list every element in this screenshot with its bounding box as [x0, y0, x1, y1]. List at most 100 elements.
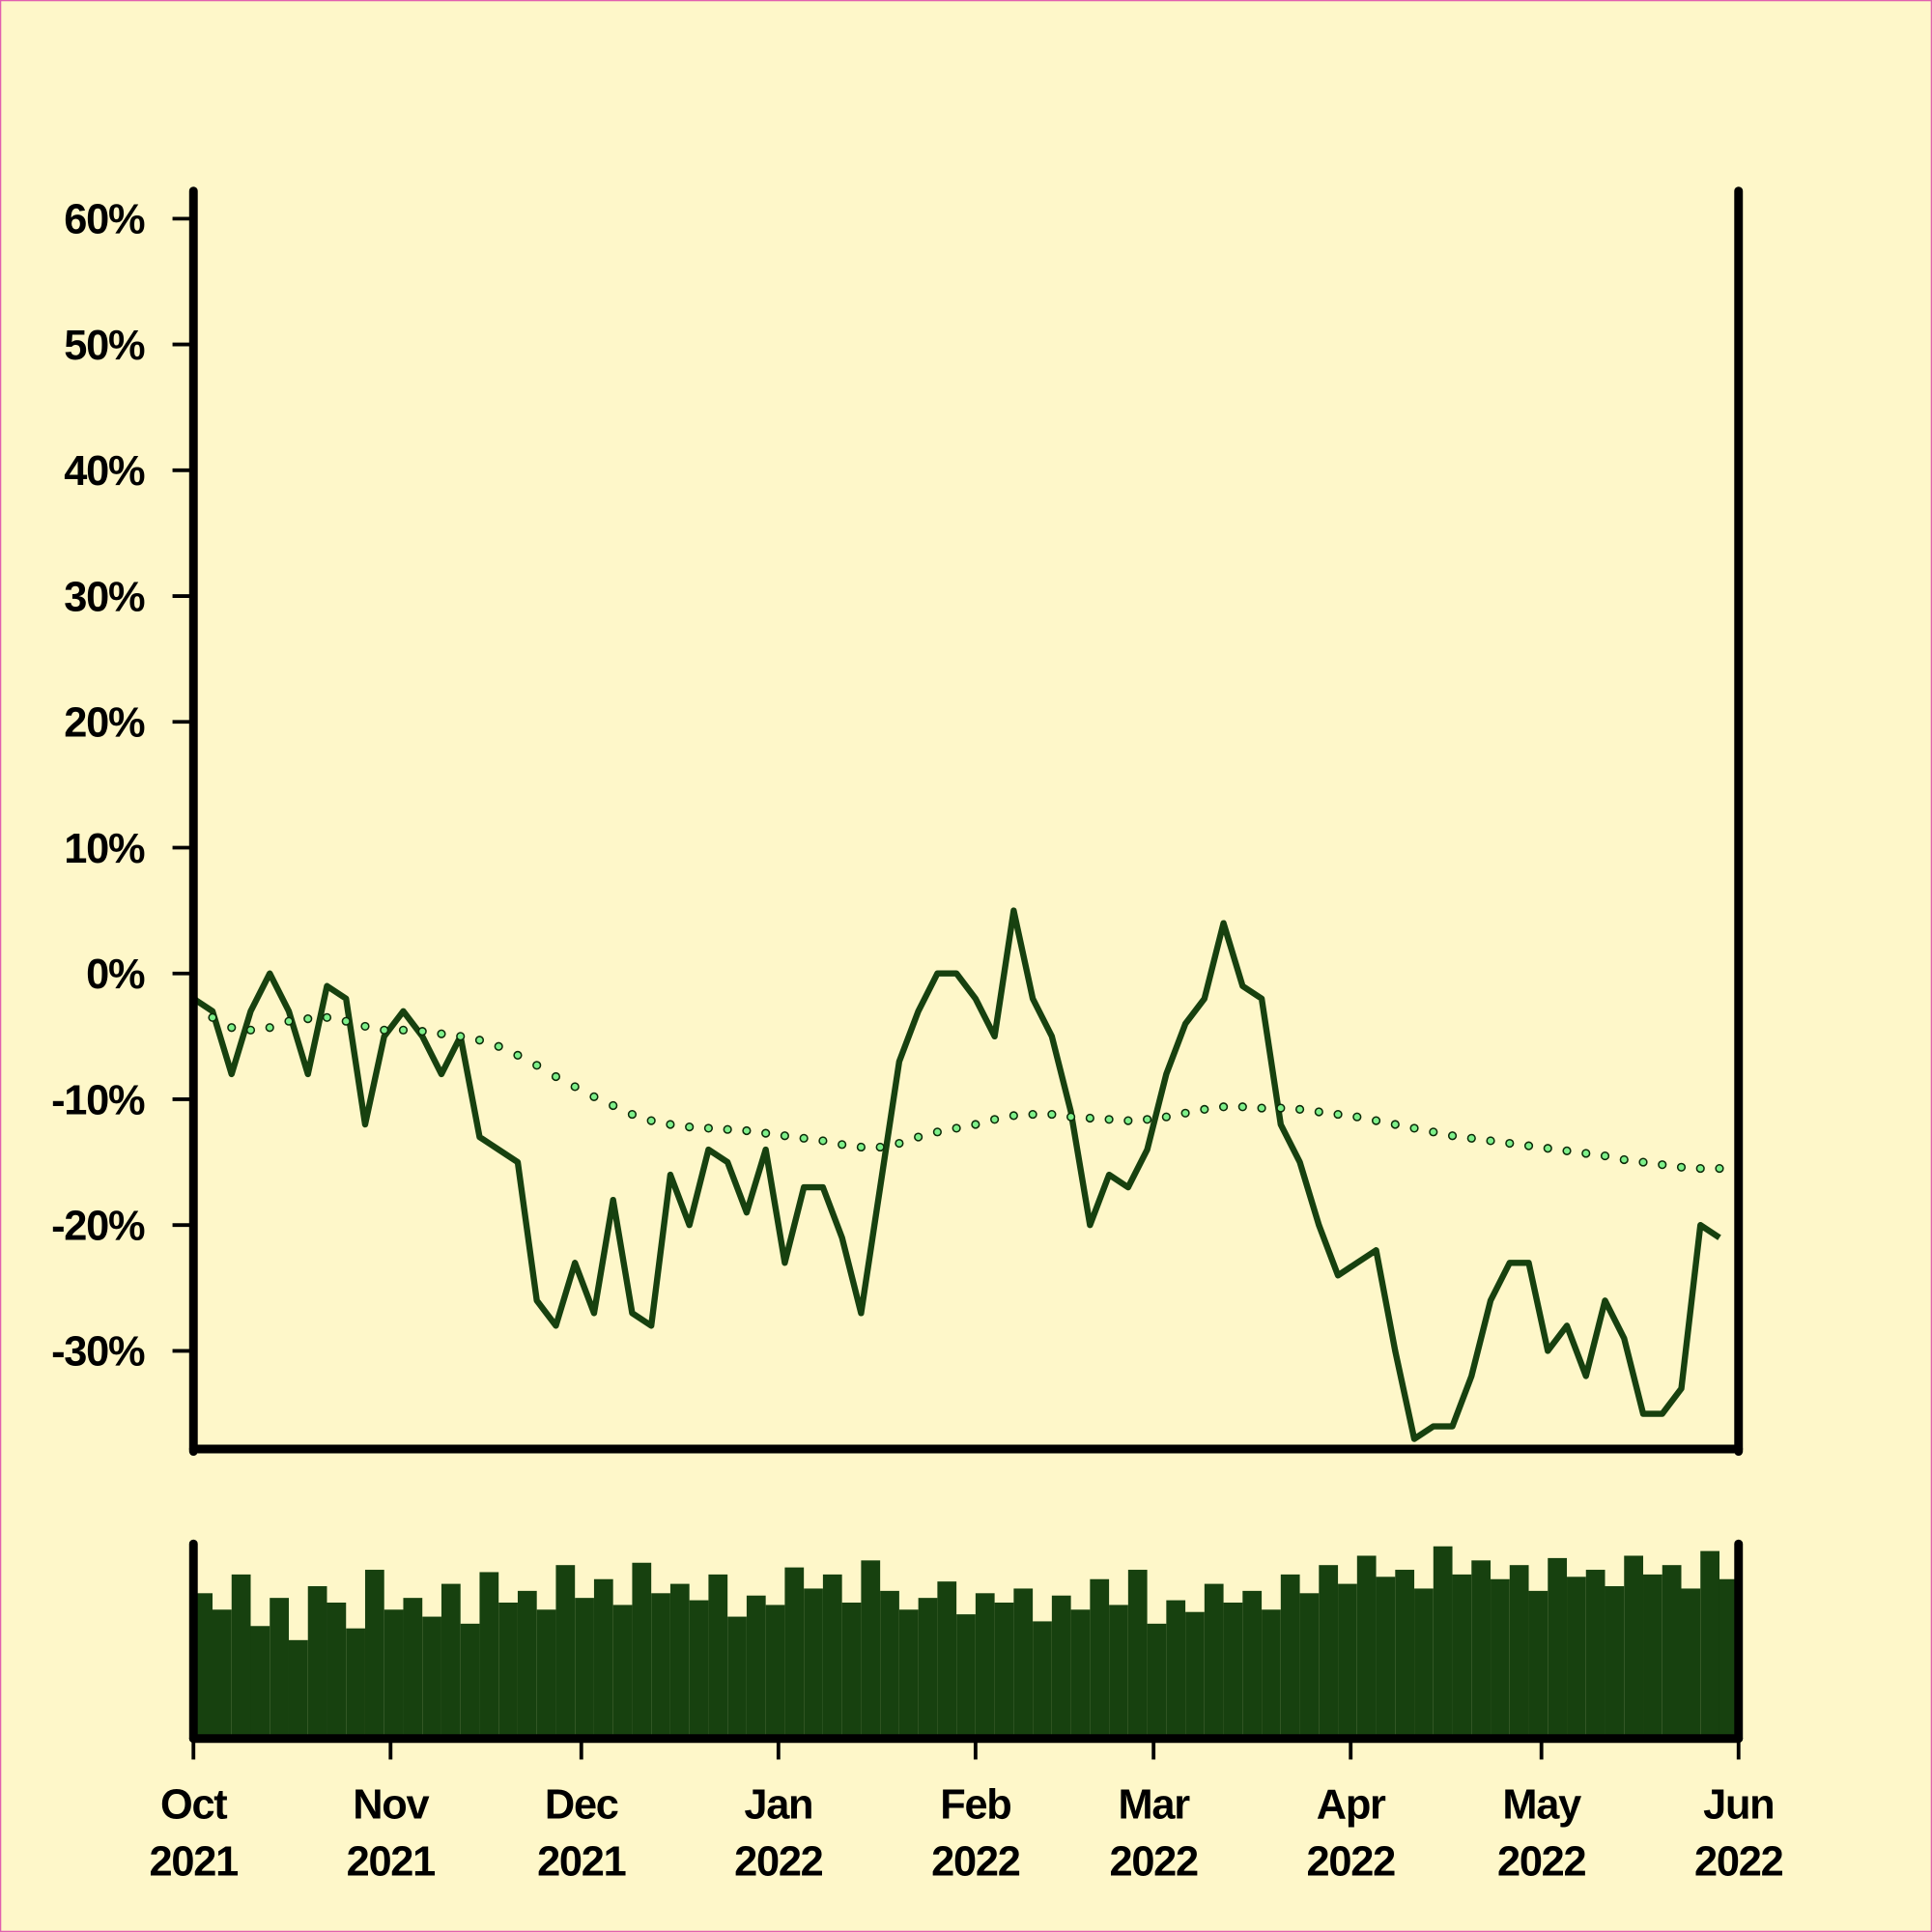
average-dot — [1237, 1102, 1247, 1112]
average-dot — [1658, 1160, 1667, 1170]
y-tick-label: 30% — [64, 574, 145, 620]
average-dot — [303, 1014, 313, 1024]
volume-bar — [1013, 1588, 1034, 1739]
average-dot — [1505, 1138, 1515, 1149]
volume-bar — [1700, 1550, 1719, 1739]
volume-bar — [822, 1574, 842, 1739]
average-dot — [589, 1092, 599, 1101]
average-dot — [494, 1041, 503, 1051]
average-dot — [245, 1025, 256, 1035]
x-tick-label: 2022 — [1497, 1838, 1586, 1885]
x-tick-label: Dec — [545, 1782, 618, 1829]
average-dot — [685, 1122, 695, 1132]
volume-bar — [364, 1570, 384, 1739]
average-dot — [1085, 1113, 1094, 1123]
volume-bar — [861, 1560, 881, 1739]
volume-bar — [1376, 1577, 1396, 1739]
average-dot — [1486, 1136, 1495, 1146]
volume-bar — [575, 1598, 594, 1739]
volume-bar — [1585, 1570, 1605, 1739]
volume-bar — [727, 1616, 747, 1739]
volume-bar — [1090, 1578, 1110, 1739]
average-dot — [1523, 1141, 1534, 1151]
volume-bar — [231, 1574, 251, 1739]
average-dot — [456, 1032, 466, 1041]
average-dot — [609, 1100, 618, 1111]
average-dot — [932, 1127, 942, 1137]
volume-bar — [1719, 1578, 1739, 1739]
average-dot — [895, 1138, 904, 1149]
volume-bar — [1338, 1583, 1357, 1739]
volume-bar — [1319, 1565, 1339, 1739]
average-dot — [952, 1123, 961, 1133]
average-dot — [1028, 1109, 1037, 1120]
volume-bar — [1109, 1605, 1128, 1739]
volume-bar — [555, 1565, 576, 1739]
volume-bar — [1223, 1603, 1243, 1739]
average-dot — [532, 1061, 542, 1070]
volume-bar — [1051, 1595, 1071, 1739]
average-dot — [398, 1025, 409, 1035]
average-dot — [1695, 1163, 1705, 1174]
volume-bar — [440, 1583, 461, 1739]
volume-bar — [1242, 1590, 1263, 1739]
x-tick-label: 2021 — [150, 1838, 239, 1885]
average-dot — [1218, 1102, 1229, 1112]
volume-bar — [784, 1567, 805, 1739]
average-dot — [474, 1036, 485, 1045]
average-dot — [742, 1125, 752, 1136]
average-dot — [1200, 1104, 1209, 1114]
average-dot — [1276, 1103, 1286, 1113]
x-tick-label: 2021 — [347, 1838, 436, 1885]
volume-bar — [403, 1598, 423, 1739]
average-dot — [627, 1109, 638, 1120]
volume-bar — [918, 1598, 938, 1739]
volume-bar — [708, 1574, 728, 1739]
average-dot — [1466, 1133, 1476, 1143]
average-dot — [703, 1123, 714, 1133]
volume-bar — [1395, 1570, 1415, 1739]
x-tick-label: Feb — [940, 1782, 1010, 1829]
y-tick-label: 20% — [64, 700, 145, 747]
volume-bar — [479, 1572, 499, 1739]
volume-bar — [1681, 1588, 1701, 1739]
average-dot — [1543, 1144, 1552, 1153]
x-tick-label: 2021 — [537, 1838, 626, 1885]
average-dot — [1371, 1116, 1381, 1125]
volume-bar — [517, 1590, 537, 1739]
axes: -30% -20% -10% 0% 10% 20% 30% 40% 50% 60% Oct 2021 N… — [51, 186, 1784, 1885]
average-dot — [723, 1124, 732, 1134]
volume-bar — [193, 1593, 213, 1739]
average-dot — [971, 1120, 980, 1129]
average-dot — [227, 1023, 237, 1033]
average-dot — [1009, 1111, 1018, 1121]
average-dot — [1333, 1109, 1343, 1120]
volume-bar — [746, 1595, 766, 1739]
x-tick-label: 2022 — [1694, 1838, 1783, 1885]
average-dot — [513, 1050, 523, 1060]
volume-bar — [307, 1586, 327, 1739]
y-tick-label: -20% — [51, 1203, 145, 1249]
x-tick-label: Jun — [1703, 1782, 1774, 1829]
average-dot — [1581, 1149, 1591, 1158]
volume-bar — [213, 1609, 232, 1739]
x-tick-label: 2022 — [1109, 1838, 1198, 1885]
volume-bar — [1299, 1593, 1320, 1739]
volume-bar — [1070, 1609, 1091, 1739]
volume-bar — [1166, 1600, 1186, 1739]
volume-bar — [841, 1603, 862, 1739]
volume-bar — [937, 1581, 957, 1739]
x-tick-label: May — [1502, 1782, 1581, 1829]
volume-bar — [1662, 1565, 1682, 1739]
volume-bar — [1356, 1555, 1377, 1739]
volume-bar — [1471, 1560, 1492, 1739]
volume-bar — [1204, 1583, 1224, 1739]
average-dot — [208, 1012, 217, 1022]
average-dot — [570, 1082, 580, 1092]
average-dot — [1104, 1115, 1114, 1124]
volume-bar — [975, 1593, 995, 1739]
average-dot — [1047, 1109, 1057, 1120]
average-dot — [437, 1029, 446, 1038]
average-dot — [1161, 1112, 1171, 1122]
average-dot — [1429, 1127, 1438, 1137]
